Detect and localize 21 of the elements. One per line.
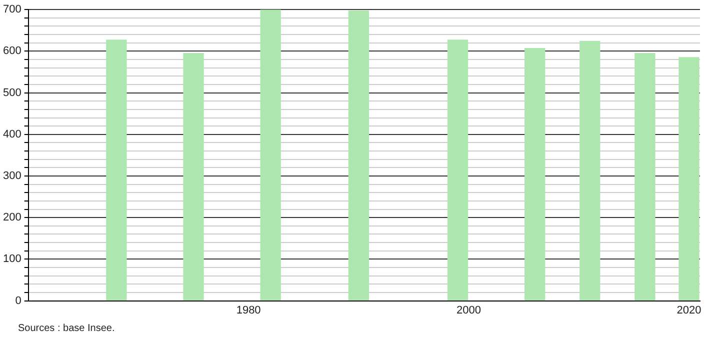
bar: [348, 10, 369, 301]
y-tick-label: 300: [2, 170, 22, 182]
y-tick-label: 600: [2, 45, 22, 58]
bar: [447, 40, 468, 301]
bar: [524, 48, 546, 301]
x-tick-label: 1980: [236, 304, 261, 316]
y-tick-label: 200: [2, 212, 22, 224]
y-tick-label: 500: [2, 86, 22, 99]
bar: [580, 40, 600, 301]
y-tick-label: 400: [2, 128, 22, 140]
source-note: Sources : base Insee.: [18, 323, 115, 334]
y-tick-label: 100: [2, 253, 22, 266]
bar: [678, 57, 700, 301]
y-tick-label: 0: [15, 294, 22, 307]
x-tick-label: 2020: [676, 304, 702, 316]
x-tick-label: 2000: [456, 304, 482, 316]
y-tick-label: 700: [2, 4, 22, 16]
bar: [260, 10, 281, 301]
bar: [634, 52, 656, 301]
bar: [106, 40, 127, 301]
bar: [183, 52, 204, 301]
